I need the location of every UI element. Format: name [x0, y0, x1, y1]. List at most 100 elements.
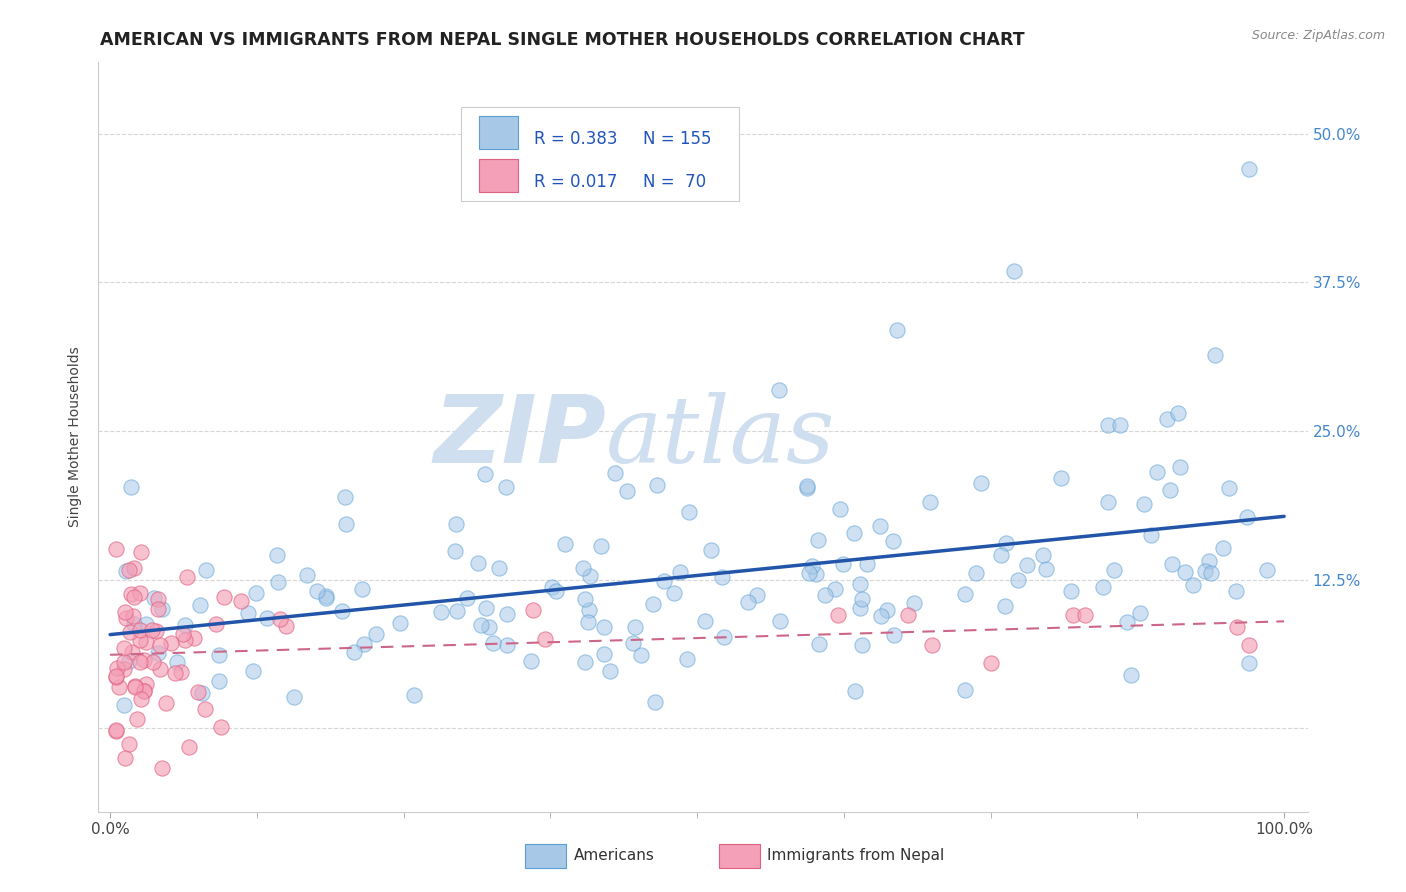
Point [496, 638, 519, 652]
Point [112, 662, 135, 676]
Point [807, 533, 830, 547]
Point [522, 602, 544, 616]
Point [882, 533, 904, 548]
Point [195, 563, 218, 577]
Point [1236, 510, 1258, 524]
Point [121, 609, 143, 624]
Text: N =  70: N = 70 [643, 173, 706, 191]
Point [127, 712, 149, 726]
Point [965, 566, 987, 580]
FancyBboxPatch shape [718, 844, 759, 868]
Point [953, 587, 976, 601]
Point [194, 702, 217, 716]
Point [883, 628, 905, 642]
Point [124, 680, 146, 694]
Point [470, 618, 492, 632]
Point [120, 480, 142, 494]
Point [141, 624, 163, 638]
Point [135, 677, 157, 691]
Point [176, 570, 198, 584]
Point [267, 575, 290, 590]
Text: R = 0.017: R = 0.017 [534, 173, 617, 191]
Point [122, 590, 145, 604]
Point [266, 548, 288, 562]
Point [114, 751, 136, 765]
Point [124, 679, 146, 693]
Point [669, 565, 692, 579]
Point [122, 617, 145, 632]
Point [710, 570, 733, 584]
Point [851, 639, 873, 653]
Point [589, 540, 612, 554]
Point [713, 630, 735, 644]
Point [796, 478, 818, 492]
Point [269, 611, 291, 625]
Point [830, 501, 852, 516]
Point [1035, 562, 1057, 576]
Point [578, 568, 600, 582]
Point [769, 614, 792, 628]
Point [1174, 566, 1197, 580]
Point [307, 584, 329, 599]
Point [187, 684, 209, 698]
Point [165, 666, 187, 681]
Point [1159, 483, 1181, 497]
FancyBboxPatch shape [479, 160, 517, 193]
Point [170, 665, 193, 679]
Point [796, 481, 818, 495]
Point [593, 647, 616, 661]
Point [920, 495, 942, 509]
Point [135, 634, 157, 648]
Point [1199, 566, 1222, 580]
Point [1167, 406, 1189, 420]
Point [849, 577, 872, 591]
Point [831, 558, 853, 572]
Point [495, 480, 517, 494]
Point [1060, 584, 1083, 599]
Point [146, 591, 169, 606]
Point [402, 688, 425, 702]
Text: N = 155: N = 155 [643, 130, 711, 148]
Point [315, 591, 337, 605]
Point [335, 517, 357, 532]
Point [652, 574, 675, 589]
Point [1194, 564, 1216, 578]
Point [105, 723, 128, 738]
Point [456, 591, 478, 606]
Point [229, 594, 252, 608]
Point [209, 720, 232, 734]
Point [844, 683, 866, 698]
Point [444, 516, 467, 531]
Point [118, 624, 141, 639]
Point [921, 638, 943, 652]
Point [146, 646, 169, 660]
Point [132, 683, 155, 698]
Point [128, 623, 150, 637]
Point [699, 543, 721, 558]
Point [129, 545, 152, 559]
Point [446, 604, 468, 618]
Point [148, 602, 170, 616]
Point [1133, 497, 1156, 511]
Point [849, 600, 872, 615]
Point [350, 582, 373, 596]
Point [1062, 608, 1084, 623]
Point [353, 637, 375, 651]
Point [343, 645, 366, 659]
Point [105, 542, 128, 557]
Text: R = 0.383: R = 0.383 [534, 130, 617, 148]
Point [1256, 563, 1278, 577]
Point [214, 590, 236, 604]
Point [813, 588, 835, 602]
Point [142, 655, 165, 669]
Point [520, 654, 543, 668]
Text: Americans: Americans [574, 848, 655, 863]
Point [1073, 608, 1095, 623]
Point [897, 608, 920, 623]
Point [132, 653, 155, 667]
Point [160, 636, 183, 650]
Point [112, 655, 135, 669]
Point [467, 556, 489, 570]
Point [856, 557, 879, 571]
Point [1017, 558, 1039, 573]
